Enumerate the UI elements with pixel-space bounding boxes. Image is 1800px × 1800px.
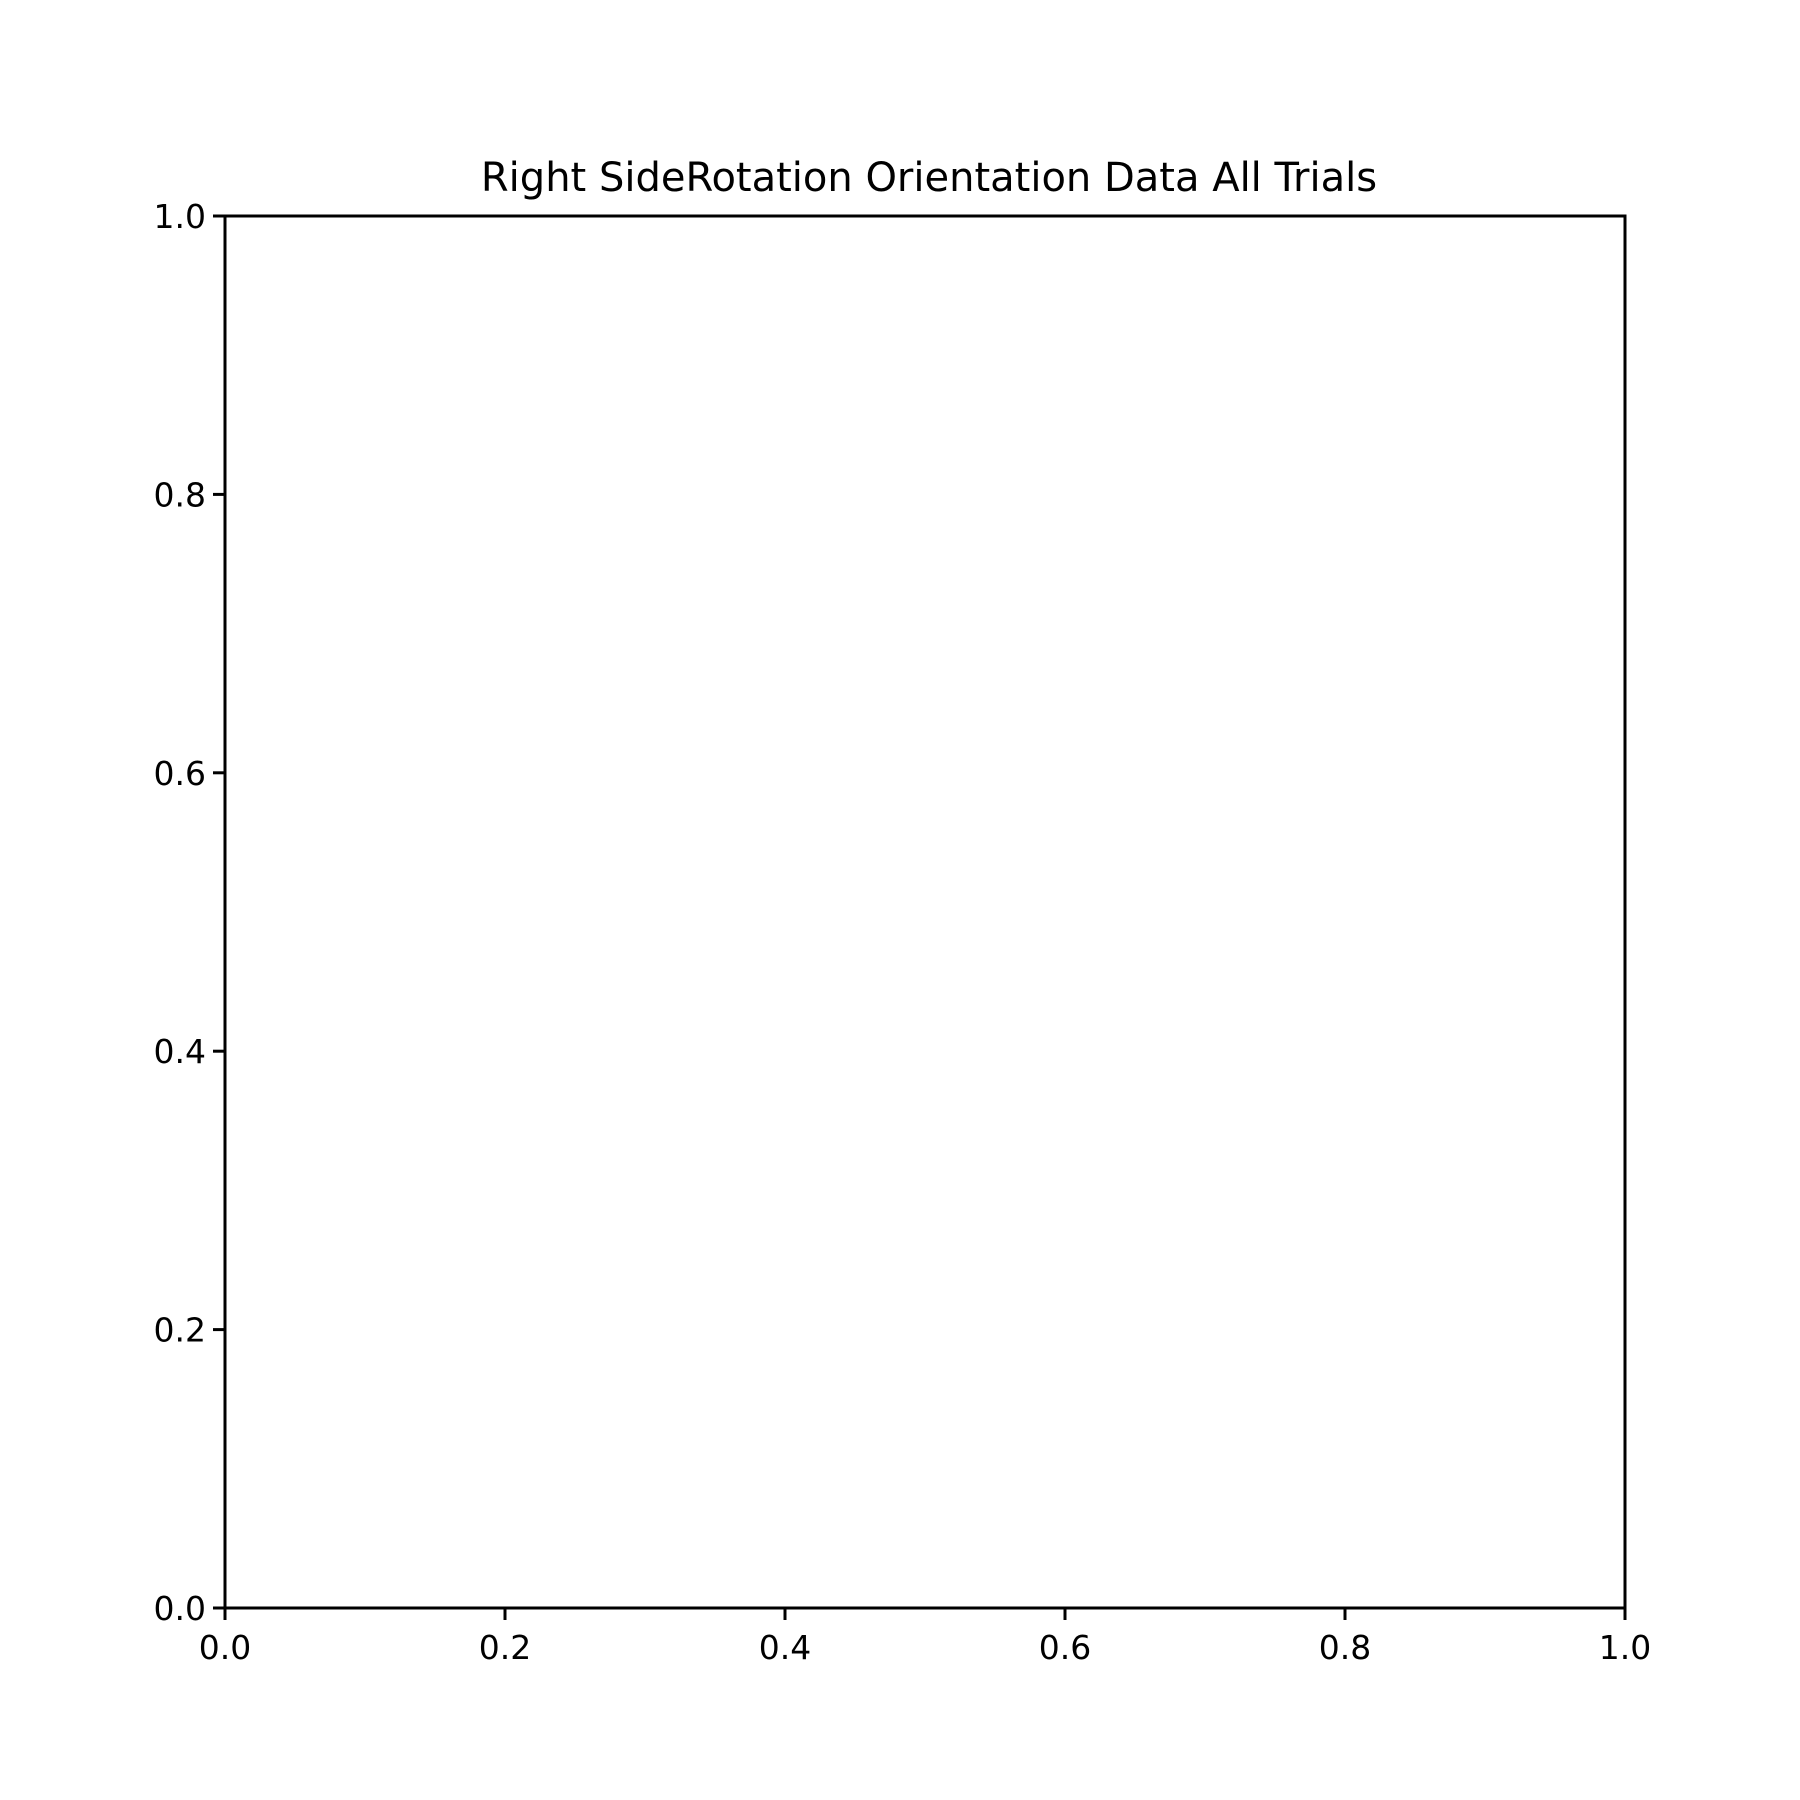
x-axis-ticks: 0.0 0.2 0.4 0.6 0.8 1.0 bbox=[199, 1608, 1651, 1667]
x-tick-label: 0.0 bbox=[199, 1628, 251, 1667]
x-tick-label: 0.8 bbox=[1319, 1628, 1371, 1667]
plot-area-frame bbox=[223, 214, 1627, 1610]
y-tick-label: 0.8 bbox=[154, 475, 206, 514]
y-tick-label: 0.0 bbox=[154, 1589, 206, 1628]
y-axis-ticks: 0.0 0.2 0.4 0.6 0.8 1.0 bbox=[154, 197, 225, 1628]
y-tick-label: 0.2 bbox=[154, 1311, 206, 1350]
y-tick-label: 0.4 bbox=[154, 1032, 206, 1071]
x-tick-label: 0.6 bbox=[1039, 1628, 1091, 1667]
x-tick-label: 0.4 bbox=[759, 1628, 811, 1667]
y-tick-label: 0.6 bbox=[154, 754, 206, 793]
x-tick-label: 0.2 bbox=[479, 1628, 531, 1667]
chart-title: Right SideRotation Orientation Data All … bbox=[481, 155, 1377, 201]
y-tick-label: 1.0 bbox=[154, 197, 206, 236]
x-tick-label: 1.0 bbox=[1599, 1628, 1651, 1667]
